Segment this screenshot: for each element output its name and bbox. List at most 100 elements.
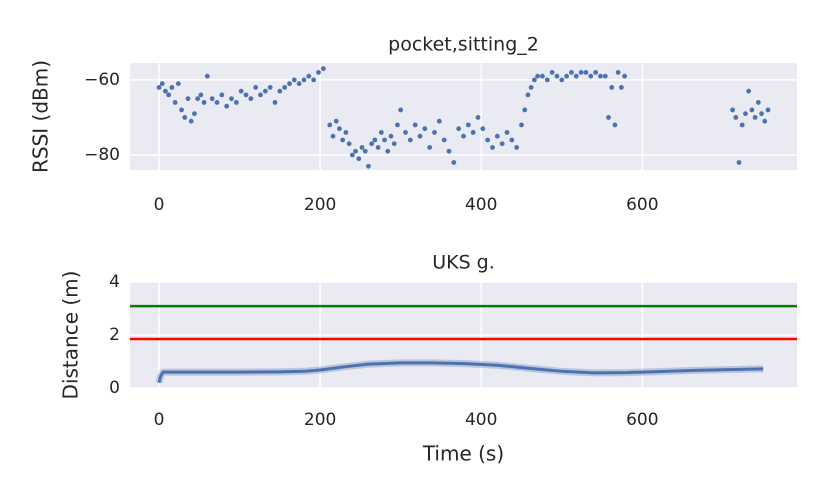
data-point — [504, 130, 510, 135]
data-point — [461, 133, 466, 139]
data-point — [385, 148, 391, 154]
data-point — [755, 100, 761, 105]
data-point — [743, 111, 748, 117]
data-point — [465, 122, 471, 128]
data-point — [233, 100, 239, 105]
data-point — [602, 73, 608, 79]
y-tick-label: 0 — [109, 378, 120, 398]
data-point — [224, 103, 230, 109]
data-point — [427, 145, 433, 150]
data-point — [337, 126, 342, 132]
data-point — [559, 77, 565, 83]
data-point — [391, 141, 397, 147]
data-point — [229, 96, 234, 102]
data-point — [417, 133, 423, 139]
data-point — [388, 133, 394, 139]
data-point — [470, 130, 476, 135]
data-point — [185, 96, 191, 102]
data-point — [446, 148, 452, 154]
data-point — [490, 145, 495, 150]
data-point — [258, 92, 263, 98]
data-point — [736, 160, 742, 165]
data-point — [618, 85, 624, 90]
x-tick-label: 200 — [304, 195, 336, 215]
data-point — [169, 85, 175, 90]
data-point — [343, 130, 349, 135]
x-tick-label: 200 — [304, 410, 336, 430]
data-point — [441, 137, 447, 143]
data-point — [407, 137, 413, 143]
x-tick-label: 400 — [465, 195, 497, 215]
data-point — [609, 85, 615, 90]
data-point — [301, 77, 307, 83]
x-tick-label: 0 — [154, 410, 165, 430]
y-tick-label: −80 — [84, 145, 120, 165]
data-point — [422, 126, 428, 132]
data-point — [535, 73, 541, 79]
data-point — [201, 100, 207, 105]
data-point — [262, 88, 268, 94]
data-point — [519, 122, 524, 128]
data-point — [277, 88, 283, 94]
data-point — [765, 107, 771, 113]
x-tick-label: 600 — [626, 195, 658, 215]
data-point — [192, 111, 197, 117]
data-point — [372, 137, 378, 143]
data-point — [291, 77, 297, 83]
data-point — [730, 107, 735, 113]
data-point — [456, 126, 462, 132]
data-point — [182, 115, 188, 120]
data-point — [746, 88, 752, 94]
data-point — [549, 69, 555, 75]
data-point — [749, 107, 755, 113]
data-point — [514, 145, 520, 150]
data-point — [369, 141, 375, 147]
data-point — [214, 100, 220, 105]
data-point — [606, 115, 611, 120]
data-point — [248, 96, 254, 102]
data-point — [349, 152, 355, 158]
data-point — [403, 130, 408, 135]
data-point — [195, 96, 201, 102]
data-point — [366, 163, 371, 169]
data-point — [327, 122, 333, 128]
data-point — [588, 73, 594, 79]
data-point — [528, 85, 534, 90]
data-point — [316, 69, 321, 75]
data-point — [432, 130, 437, 135]
data-point — [485, 137, 491, 143]
data-point — [494, 133, 500, 139]
data-point — [612, 122, 618, 128]
data-point — [540, 73, 545, 79]
data-point — [475, 115, 481, 120]
data-point — [615, 69, 621, 75]
data-point — [480, 126, 486, 132]
data-point — [282, 85, 288, 90]
data-point — [219, 92, 225, 98]
data-point — [395, 122, 400, 128]
data-point — [544, 77, 550, 83]
data-point — [204, 73, 210, 79]
data-line — [157, 361, 764, 384]
data-point — [451, 160, 457, 165]
data-point — [554, 73, 560, 79]
plot-area — [130, 63, 797, 170]
data-point — [378, 130, 384, 135]
x-tick-label: 400 — [465, 410, 497, 430]
data-point — [356, 156, 362, 162]
data-point — [333, 118, 339, 124]
data-point — [569, 69, 574, 75]
data-point — [522, 107, 528, 113]
data-point — [509, 137, 515, 143]
data-point — [436, 118, 442, 124]
data-point — [340, 137, 346, 143]
x-axis-label: Time (s) — [422, 442, 504, 466]
data-point — [272, 100, 278, 105]
y-tick-label: 4 — [109, 272, 120, 292]
y-axis-label: Distance (m) — [59, 271, 83, 400]
chart-title: pocket,sitting_2 — [388, 34, 539, 56]
data-point — [346, 141, 352, 147]
data-point — [398, 107, 404, 113]
data-point — [156, 85, 162, 90]
